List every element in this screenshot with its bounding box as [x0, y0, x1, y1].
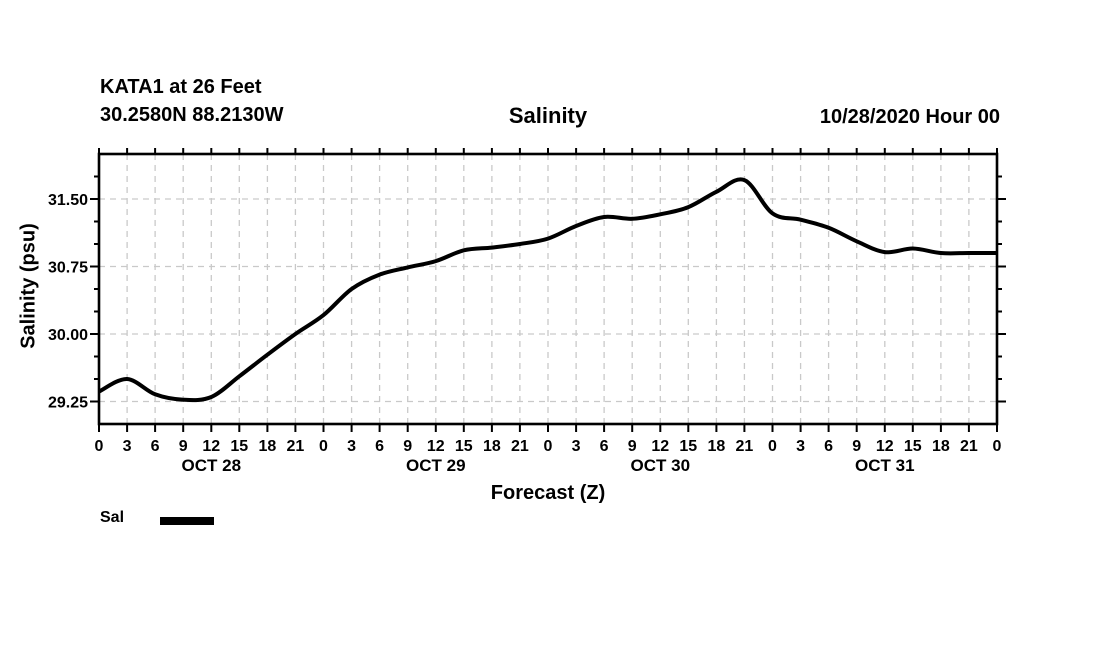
x-tick-label: 21: [736, 438, 754, 455]
x-tick-label: 9: [852, 438, 861, 455]
gridlines: [99, 154, 997, 424]
x-tick-label: 3: [572, 438, 581, 455]
day-label: OCT 31: [855, 456, 915, 475]
x-tick-label: 6: [151, 438, 160, 455]
x-tick-label: 3: [347, 438, 356, 455]
x-tick-label: 18: [708, 438, 726, 455]
x-tick-label: 15: [904, 438, 922, 455]
x-tick-label: 9: [628, 438, 637, 455]
chart-title: Salinity: [508, 103, 588, 128]
x-tick-label: 0: [95, 438, 104, 455]
x-tick-label: 12: [651, 438, 669, 455]
x-tick-label: 0: [544, 438, 553, 455]
y-tick-label: 30.75: [48, 260, 88, 277]
x-tick-label: 0: [319, 438, 328, 455]
x-tick-label: 6: [600, 438, 609, 455]
x-tick-label: 18: [259, 438, 277, 455]
x-tick-label: 12: [202, 438, 220, 455]
salinity-line-series: [98, 177, 997, 403]
x-tick-label: 0: [993, 438, 1002, 455]
station-name: KATA1 at 26 Feet: [100, 76, 262, 98]
x-tick-label: 9: [403, 438, 412, 455]
x-tick-label: 15: [679, 438, 697, 455]
y-axis-label: Salinity (psu): [17, 223, 40, 349]
day-label: OCT 28: [182, 456, 242, 475]
station-coordinates: 30.2580N 88.2130W: [100, 104, 284, 126]
x-tick-label: 15: [455, 438, 473, 455]
x-tick-label: 21: [287, 438, 305, 455]
day-label: OCT 29: [406, 456, 466, 475]
axis-ticks: [90, 148, 1006, 432]
legend-series-swatch: [160, 517, 214, 525]
x-tick-label: 3: [796, 438, 805, 455]
forecast-run-datetime: 10/28/2020 Hour 00: [819, 106, 1000, 128]
x-tick-label: 9: [179, 438, 188, 455]
x-tick-label: 0: [768, 438, 777, 455]
salinity-curve: [98, 177, 997, 403]
legend-series-label: Sal: [100, 509, 125, 526]
y-tick-label: 29.25: [48, 395, 88, 412]
x-tick-label: 12: [876, 438, 894, 455]
x-tick-label: 12: [427, 438, 445, 455]
axis-tick-labels: 29.25 30.00 30.75 31.50 0 3 6 9 12 15 18 21 0 3 6 9 12 15…: [48, 192, 1002, 475]
x-tick-label: 15: [230, 438, 248, 455]
x-tick-label: 6: [375, 438, 384, 455]
x-tick-label: 18: [483, 438, 501, 455]
x-tick-label: 6: [824, 438, 833, 455]
x-tick-label: 21: [511, 438, 529, 455]
x-tick-label: 18: [932, 438, 950, 455]
x-axis-label: Forecast (Z): [490, 482, 606, 504]
y-tick-label: 30.00: [48, 327, 88, 344]
x-tick-label: 3: [123, 438, 132, 455]
day-label: OCT 30: [631, 456, 691, 475]
y-tick-label: 31.50: [48, 192, 88, 209]
x-tick-label: 21: [960, 438, 978, 455]
